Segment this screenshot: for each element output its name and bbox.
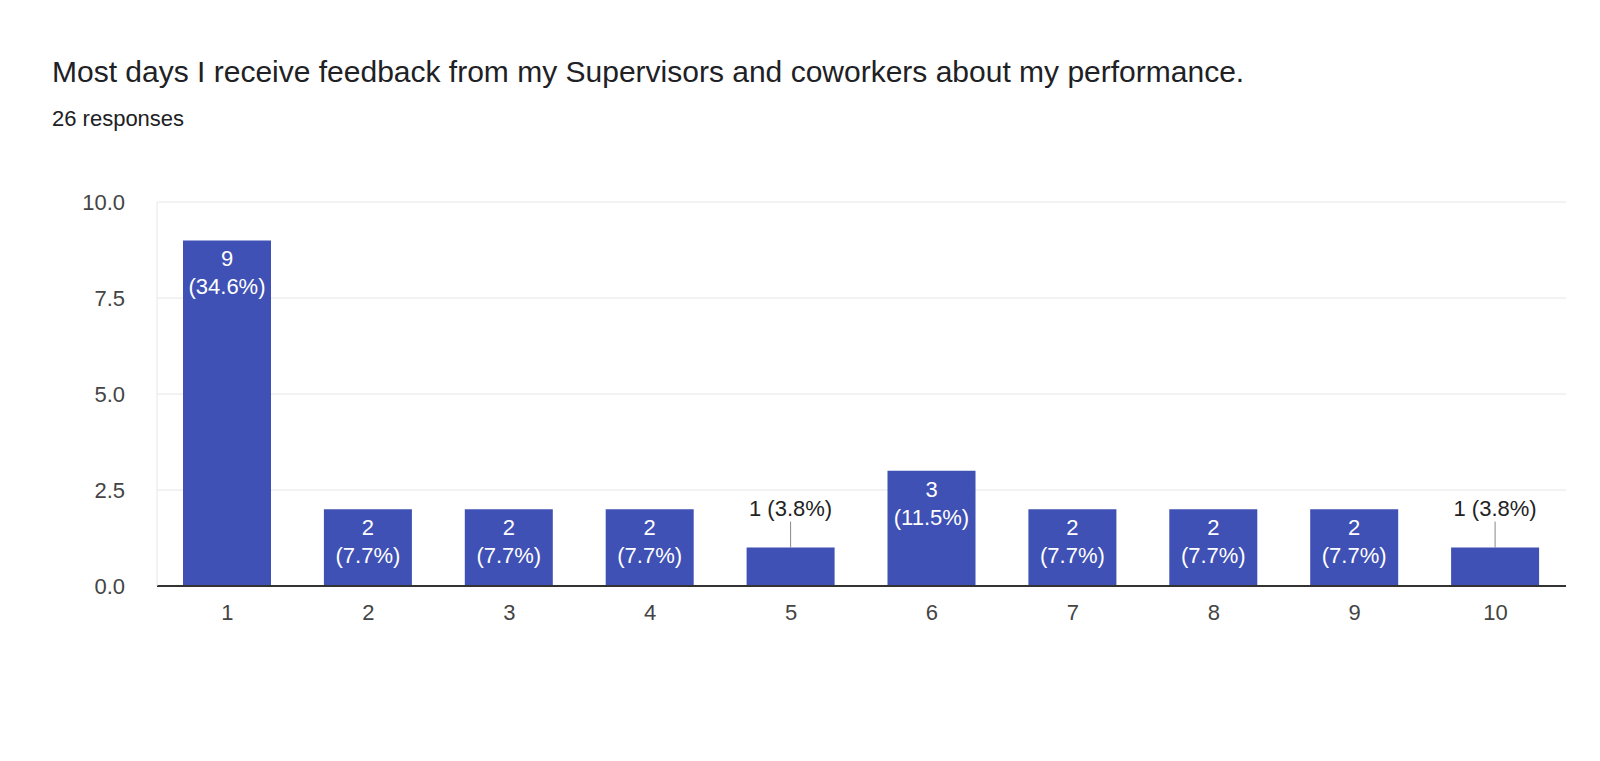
svg-text:2: 2 (362, 600, 374, 625)
svg-text:5: 5 (785, 600, 797, 625)
svg-text:9: 9 (1349, 600, 1361, 625)
svg-text:2(7.7%): 2(7.7%) (1181, 515, 1246, 568)
svg-text:8: 8 (1208, 600, 1220, 625)
svg-text:1: 1 (221, 600, 233, 625)
svg-text:7.5: 7.5 (94, 286, 125, 311)
svg-text:2(7.7%): 2(7.7%) (476, 515, 541, 568)
svg-text:4: 4 (644, 600, 656, 625)
svg-text:1 (3.8%): 1 (3.8%) (749, 496, 832, 521)
svg-text:1 (3.8%): 1 (3.8%) (1454, 496, 1537, 521)
svg-text:2(7.7%): 2(7.7%) (336, 515, 401, 568)
svg-text:10.0: 10.0 (82, 190, 125, 215)
svg-text:0.0: 0.0 (94, 574, 125, 599)
svg-text:2(7.7%): 2(7.7%) (1040, 515, 1105, 568)
svg-text:6: 6 (926, 600, 938, 625)
svg-text:3: 3 (503, 600, 515, 625)
svg-text:2.5: 2.5 (94, 478, 125, 503)
svg-text:7: 7 (1067, 600, 1079, 625)
html-text:26 responses: 26 responses (52, 106, 185, 131)
svg-text:2(7.7%): 2(7.7%) (1322, 515, 1387, 568)
svg-text:9(34.6%): 9(34.6%) (188, 246, 265, 299)
svg-text:3(11.5%): 3(11.5%) (894, 477, 969, 530)
svg-text:10: 10 (1483, 600, 1507, 625)
svg-text:2(7.7%): 2(7.7%) (617, 515, 682, 568)
html-text:Most days I receive feedback f: Most days I receive feedback from my Sup… (52, 55, 1245, 88)
svg-text:5.0: 5.0 (94, 382, 125, 407)
